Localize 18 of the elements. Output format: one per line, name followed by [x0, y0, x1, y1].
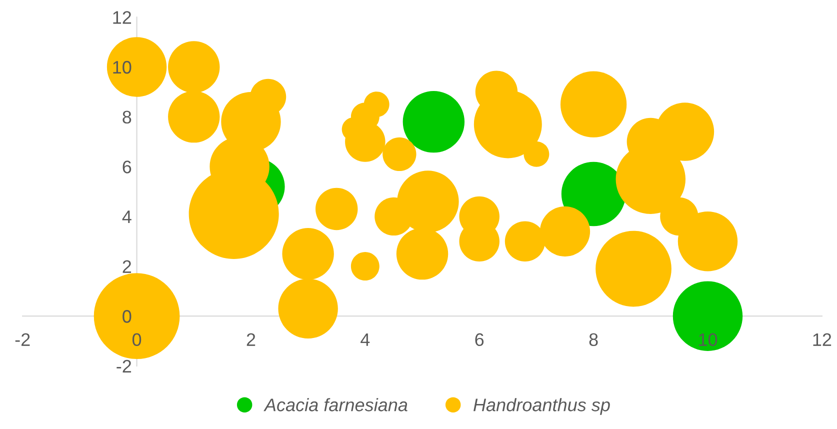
- y-tick-label: 10: [113, 60, 132, 74]
- legend-label: Acacia farnesiana: [264, 398, 408, 412]
- x-tick-label: 2: [246, 333, 256, 346]
- y-tick-label: 8: [122, 110, 132, 124]
- x-tick-label: 8: [589, 333, 598, 346]
- y-tick-label: 2: [122, 260, 132, 273]
- y-tick-label: 6: [122, 160, 132, 174]
- y-tick-label: 0: [122, 310, 132, 323]
- x-tick-label: 4: [360, 333, 370, 346]
- y-tick-label: -2: [116, 360, 132, 372]
- y-tick-label: 4: [122, 210, 132, 224]
- legend-label: Handroanthus sp: [474, 398, 610, 415]
- y-tick-label: 12: [113, 11, 132, 24]
- x-tick-label: 12: [813, 333, 832, 346]
- x-tick-label: -2: [15, 333, 30, 346]
- x-tick-label: 10: [699, 333, 718, 346]
- x-tick-label: 0: [132, 333, 142, 346]
- x-tick-label: 6: [475, 333, 484, 346]
